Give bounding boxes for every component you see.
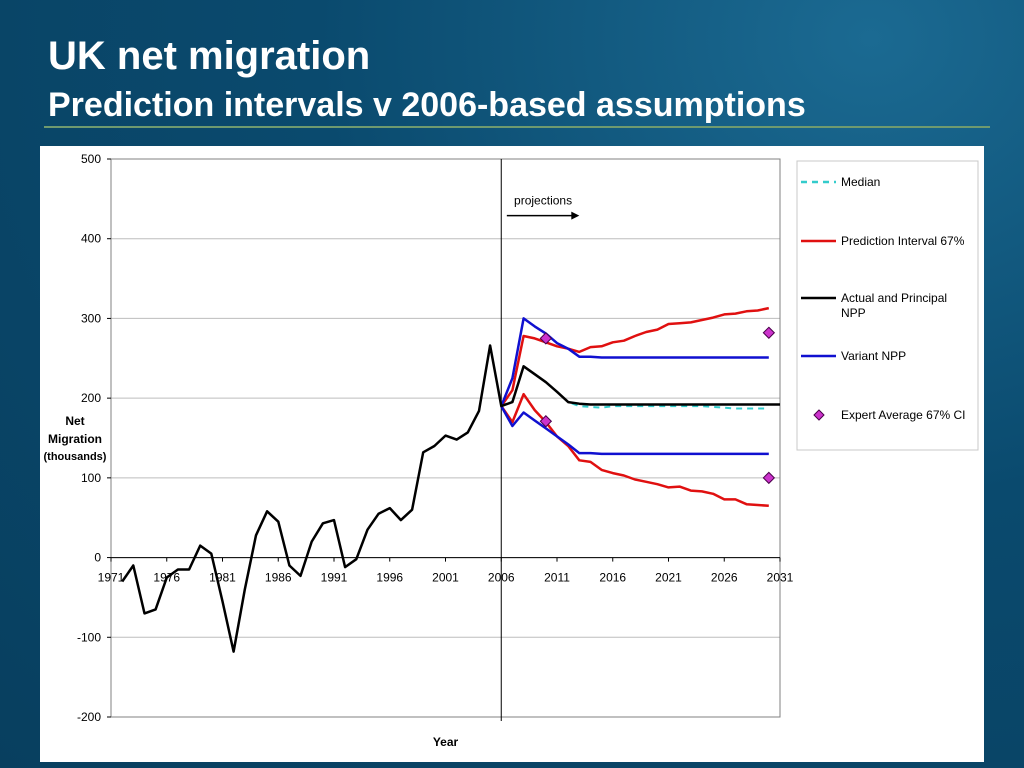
y-axis-label-line-3: (thousands) <box>44 451 107 463</box>
series-line-median <box>500 365 769 410</box>
x-tick-label: 2016 <box>599 571 626 585</box>
x-tick-label: 1981 <box>209 571 236 585</box>
legend-label: Variant NPP <box>841 349 906 363</box>
plot-area-frame <box>110 158 781 718</box>
x-tick-label: 1991 <box>321 571 348 585</box>
x-tick-label: 2031 <box>767 571 794 585</box>
x-tick-label: 1986 <box>265 571 292 585</box>
y-axis-tick-labels: 500 400 300 200 100 0 -100 -200 <box>77 152 111 724</box>
expert-markers <box>539 326 776 485</box>
x-tick-label: 1996 <box>376 571 403 585</box>
expert-point <box>539 332 553 345</box>
series-line-variant-npp-lower <box>500 405 769 456</box>
y-tick-label: 400 <box>81 232 101 246</box>
series-line-prediction-interval-67-lower <box>500 392 769 508</box>
x-tick-label: 1971 <box>98 571 125 585</box>
y-axis-label-line-2: Migration <box>48 432 102 446</box>
slide-title: UK net migration <box>48 34 371 78</box>
expert-point <box>762 471 776 485</box>
legend-label: Expert Average 67% CI <box>841 408 966 422</box>
y-tick-label: -200 <box>77 710 101 724</box>
title-divider <box>44 126 990 128</box>
x-tick-label: 2001 <box>432 571 459 585</box>
legend <box>796 160 979 451</box>
data-series <box>121 306 780 653</box>
y-tick-label: 200 <box>81 391 101 405</box>
slide-subtitle: Prediction intervals v 2006-based assump… <box>48 86 806 124</box>
arrow-head <box>571 211 580 220</box>
y-axis-label-line-1: Net <box>65 414 84 428</box>
legend-swatch-diamond <box>813 409 825 421</box>
legend-label: Prediction Interval 67% <box>841 234 965 248</box>
expert-point <box>539 415 553 428</box>
y-tick-label: 0 <box>94 551 101 565</box>
legend-label: Actual and Principal NPP <box>841 291 947 320</box>
x-tick-label: 2011 <box>544 571 570 585</box>
projections-annotation: projections <box>514 194 572 208</box>
chart-panel: 500 400 300 200 100 0 -100 -200 1971 1976 1981 198… <box>40 146 984 762</box>
y-tick-label: 100 <box>81 471 101 485</box>
x-tick-label: 2021 <box>655 571 682 585</box>
x-axis-label: Year <box>433 735 459 749</box>
x-tick-label: 2026 <box>711 571 738 585</box>
series-line-variant-npp <box>500 317 769 407</box>
projections-arrow-icon <box>506 211 580 220</box>
series-line-actual-and-principal-npp <box>121 344 780 653</box>
x-axis-tick-labels: 1971 1976 1981 1986 1991 1996 2001 2006 2011 2016… <box>98 557 794 585</box>
y-tick-label: 500 <box>81 152 101 166</box>
legend-label: Median <box>841 175 880 189</box>
y-tick-label: 300 <box>81 311 101 325</box>
legend-items: Median Prediction Interval 67% Actual and … <box>801 175 966 422</box>
y-tick-label: -100 <box>77 630 101 644</box>
expert-point <box>762 326 776 339</box>
